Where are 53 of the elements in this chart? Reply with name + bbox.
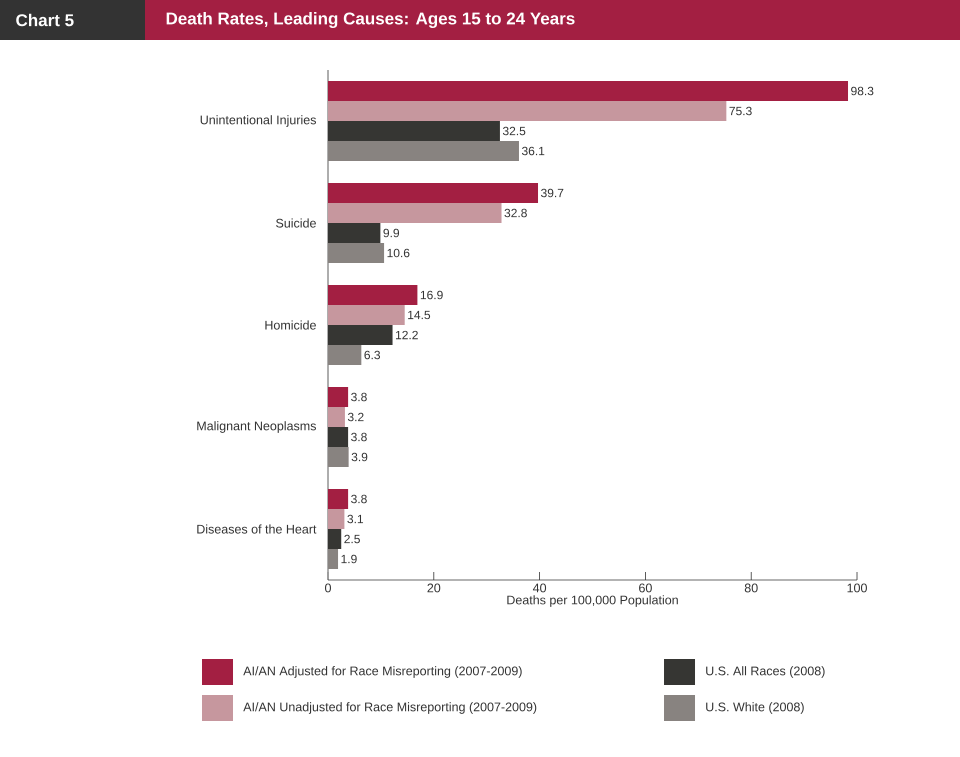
- bar: [328, 203, 502, 223]
- x-tick-label: 0: [325, 584, 331, 592]
- data-label: 98.3: [851, 86, 874, 96]
- bar: [328, 183, 538, 203]
- x-tick-label: 40: [532, 584, 546, 592]
- bar: [328, 387, 348, 407]
- bar: [328, 489, 348, 510]
- bar: [328, 407, 345, 428]
- data-label: 36.1: [522, 146, 544, 156]
- x-axis-title: Deaths per 100,000 Population: [507, 595, 678, 607]
- bar: [328, 509, 344, 530]
- x-tick-label: 80: [744, 584, 758, 592]
- data-label: 1.9: [341, 554, 357, 564]
- x-tick-label: 20: [427, 584, 440, 592]
- legend-label: U.S. All Races (2008): [706, 666, 825, 678]
- data-label: 16.9: [420, 290, 443, 300]
- data-label: 3.8: [351, 392, 367, 402]
- y-tick-label: Suicide: [276, 218, 316, 228]
- bar: [328, 101, 726, 122]
- caption: Chart 5: [16, 14, 74, 26]
- data-label: 14.5: [408, 310, 430, 320]
- bar: [328, 447, 349, 468]
- chart-title: Death Rates, Leading Causes: Ages 15 to 24 Years: [166, 12, 575, 28]
- bar: [328, 81, 848, 102]
- bar: [328, 243, 384, 264]
- legend-label: AI/AN Unadjusted for Race Misreporting (2007-2009): [243, 702, 536, 714]
- data-label: 3.1: [347, 514, 364, 524]
- y-tick-label: Diseases of the Heart: [197, 524, 316, 534]
- data-label: 3.2: [348, 412, 364, 422]
- data-label: 39.7: [541, 188, 564, 198]
- data-label: 6.3: [364, 350, 380, 360]
- y-tick-label: Unintentional Injuries: [200, 115, 316, 127]
- data-label: 3.8: [351, 432, 367, 442]
- bar: [328, 141, 519, 162]
- data-label: 75.3: [729, 106, 752, 116]
- bar: [328, 285, 418, 306]
- y-tick-label: Malignant Neoplasms: [197, 421, 316, 433]
- bar: [328, 549, 338, 570]
- data-label: 2.5: [344, 534, 360, 544]
- y-tick-label: Homicide: [265, 320, 316, 330]
- legend-label: U.S. White (2008): [706, 702, 804, 714]
- bar: [328, 345, 362, 366]
- x-tick-label: 60: [639, 584, 652, 592]
- data-label: 3.9: [352, 452, 368, 462]
- data-label: 12.2: [396, 330, 418, 340]
- x-tick-label: 100: [848, 584, 867, 592]
- data-label: 9.9: [383, 228, 400, 238]
- data-label: 32.8: [504, 208, 527, 218]
- data-label: 10.6: [388, 248, 410, 258]
- data-label: 3.8: [351, 494, 367, 504]
- bar: [328, 305, 405, 326]
- data-label: 32.5: [502, 126, 526, 136]
- legend-label: AI/AN Adjusted for Race Misreporting (2007-2009): [243, 666, 522, 678]
